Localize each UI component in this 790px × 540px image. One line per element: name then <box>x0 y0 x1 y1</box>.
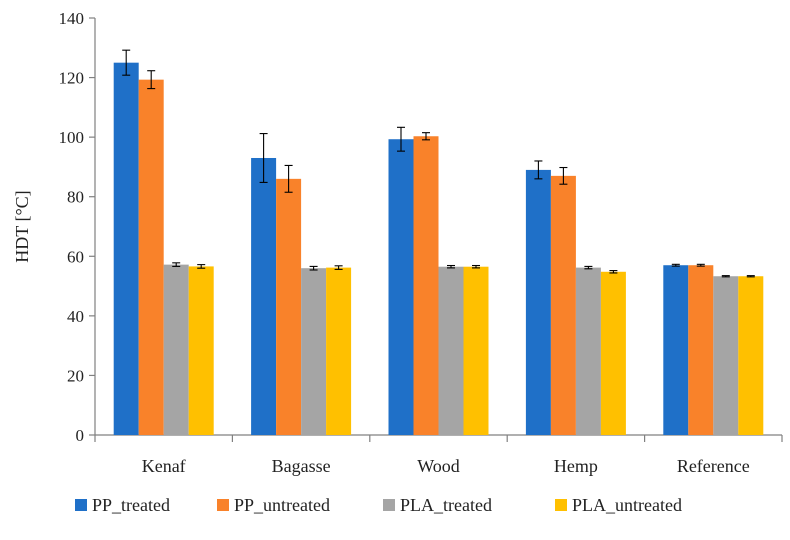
legend-label-pla-untreated: PLA_untreated <box>572 495 682 515</box>
bar-pp-treated-hemp <box>525 169 551 435</box>
error-bar-pla-treated-bagasse <box>309 265 318 271</box>
bar-pla-treated-hemp <box>575 267 601 435</box>
error-bar-pla-treated-hemp <box>584 265 593 270</box>
error-bar-pla-treated-kenaf <box>172 262 181 267</box>
error-bar-pla-untreated-reference <box>746 275 755 278</box>
y-tick-label-20: 20 <box>67 366 84 385</box>
error-bar-pp-treated-reference <box>671 263 680 267</box>
x-axis-ticks: Kenaf Bagasse Wood Hemp Reference <box>94 435 783 476</box>
y-tick-label-60: 60 <box>67 247 84 266</box>
error-bar-pp-untreated-reference <box>696 263 705 267</box>
bar-pp-treated-reference <box>663 265 689 435</box>
x-category-label-wood: Wood <box>417 456 460 476</box>
bar-pla-untreated-hemp <box>600 271 626 435</box>
error-bar-pla-untreated-bagasse <box>334 265 343 270</box>
error-bar-pla-untreated-hemp <box>609 270 618 274</box>
bar-pla-treated-kenaf <box>163 264 189 435</box>
bar-pp-untreated-bagasse <box>276 178 302 436</box>
bar-pla-treated-reference <box>713 276 739 435</box>
legend-label-pp-treated: PP_treated <box>92 495 170 515</box>
bar-pp-treated-wood <box>388 139 414 436</box>
error-bar-pp-untreated-bagasse <box>284 164 293 193</box>
error-bar-pp-treated-wood <box>397 126 405 152</box>
bar-pla-untreated-kenaf <box>188 266 214 435</box>
bars-group <box>113 62 764 436</box>
y-tick-label-0: 0 <box>76 426 85 445</box>
legend-swatch-pla-untreated <box>555 499 567 511</box>
bar-pp-untreated-wood <box>413 136 439 436</box>
y-tick-label-120: 120 <box>59 69 85 88</box>
error-bar-pp-treated-kenaf <box>122 49 131 76</box>
bar-pp-untreated-kenaf <box>138 79 164 435</box>
bar-pla-untreated-reference <box>738 276 764 435</box>
error-bar-pla-untreated-wood <box>472 264 480 269</box>
y-tick-label-100: 100 <box>59 128 85 147</box>
legend: PP_treated PP_untreated PLA_treated PLA_unt… <box>75 495 682 515</box>
error-bar-pla-treated-wood <box>447 264 455 269</box>
error-bar-pp-untreated-hemp <box>559 166 568 185</box>
bar-pla-treated-wood <box>438 266 464 435</box>
bar-pla-untreated-wood <box>463 266 489 435</box>
error-bars-group <box>122 49 755 278</box>
bar-pp-untreated-reference <box>688 265 714 435</box>
y-tick-label-40: 40 <box>67 307 84 326</box>
y-tick-label-140: 140 <box>59 9 85 28</box>
legend-label-pla-treated: PLA_treated <box>400 495 492 515</box>
x-category-label-bagasse: Bagasse <box>272 456 331 476</box>
y-axis-ticks: 0 20 40 60 80 100 120 140 <box>59 9 95 445</box>
legend-label-pp-untreated: PP_untreated <box>234 495 330 515</box>
bar-pp-treated-bagasse <box>251 157 277 435</box>
bar-pp-treated-kenaf <box>113 62 139 436</box>
error-bar-pp-untreated-wood <box>422 132 430 141</box>
x-category-label-kenaf: Kenaf <box>142 456 186 476</box>
x-category-label-reference: Reference <box>677 456 750 476</box>
error-bar-pla-untreated-kenaf <box>197 264 206 269</box>
error-bar-pp-untreated-kenaf <box>147 70 156 90</box>
error-bar-pp-treated-hemp <box>534 160 543 180</box>
x-category-label-hemp: Hemp <box>554 456 598 476</box>
error-bar-pla-treated-reference <box>721 275 730 278</box>
legend-swatch-pla-treated <box>383 499 395 511</box>
bar-pla-treated-bagasse <box>301 268 327 435</box>
bar-pla-untreated-bagasse <box>326 267 352 435</box>
bar-pp-untreated-hemp <box>550 175 576 435</box>
legend-swatch-pp-untreated <box>217 499 229 511</box>
legend-swatch-pp-treated <box>75 499 87 511</box>
error-bar-pp-treated-bagasse <box>259 133 268 183</box>
y-tick-label-80: 80 <box>67 188 84 207</box>
y-axis-title: HDT [°C] <box>12 190 32 262</box>
